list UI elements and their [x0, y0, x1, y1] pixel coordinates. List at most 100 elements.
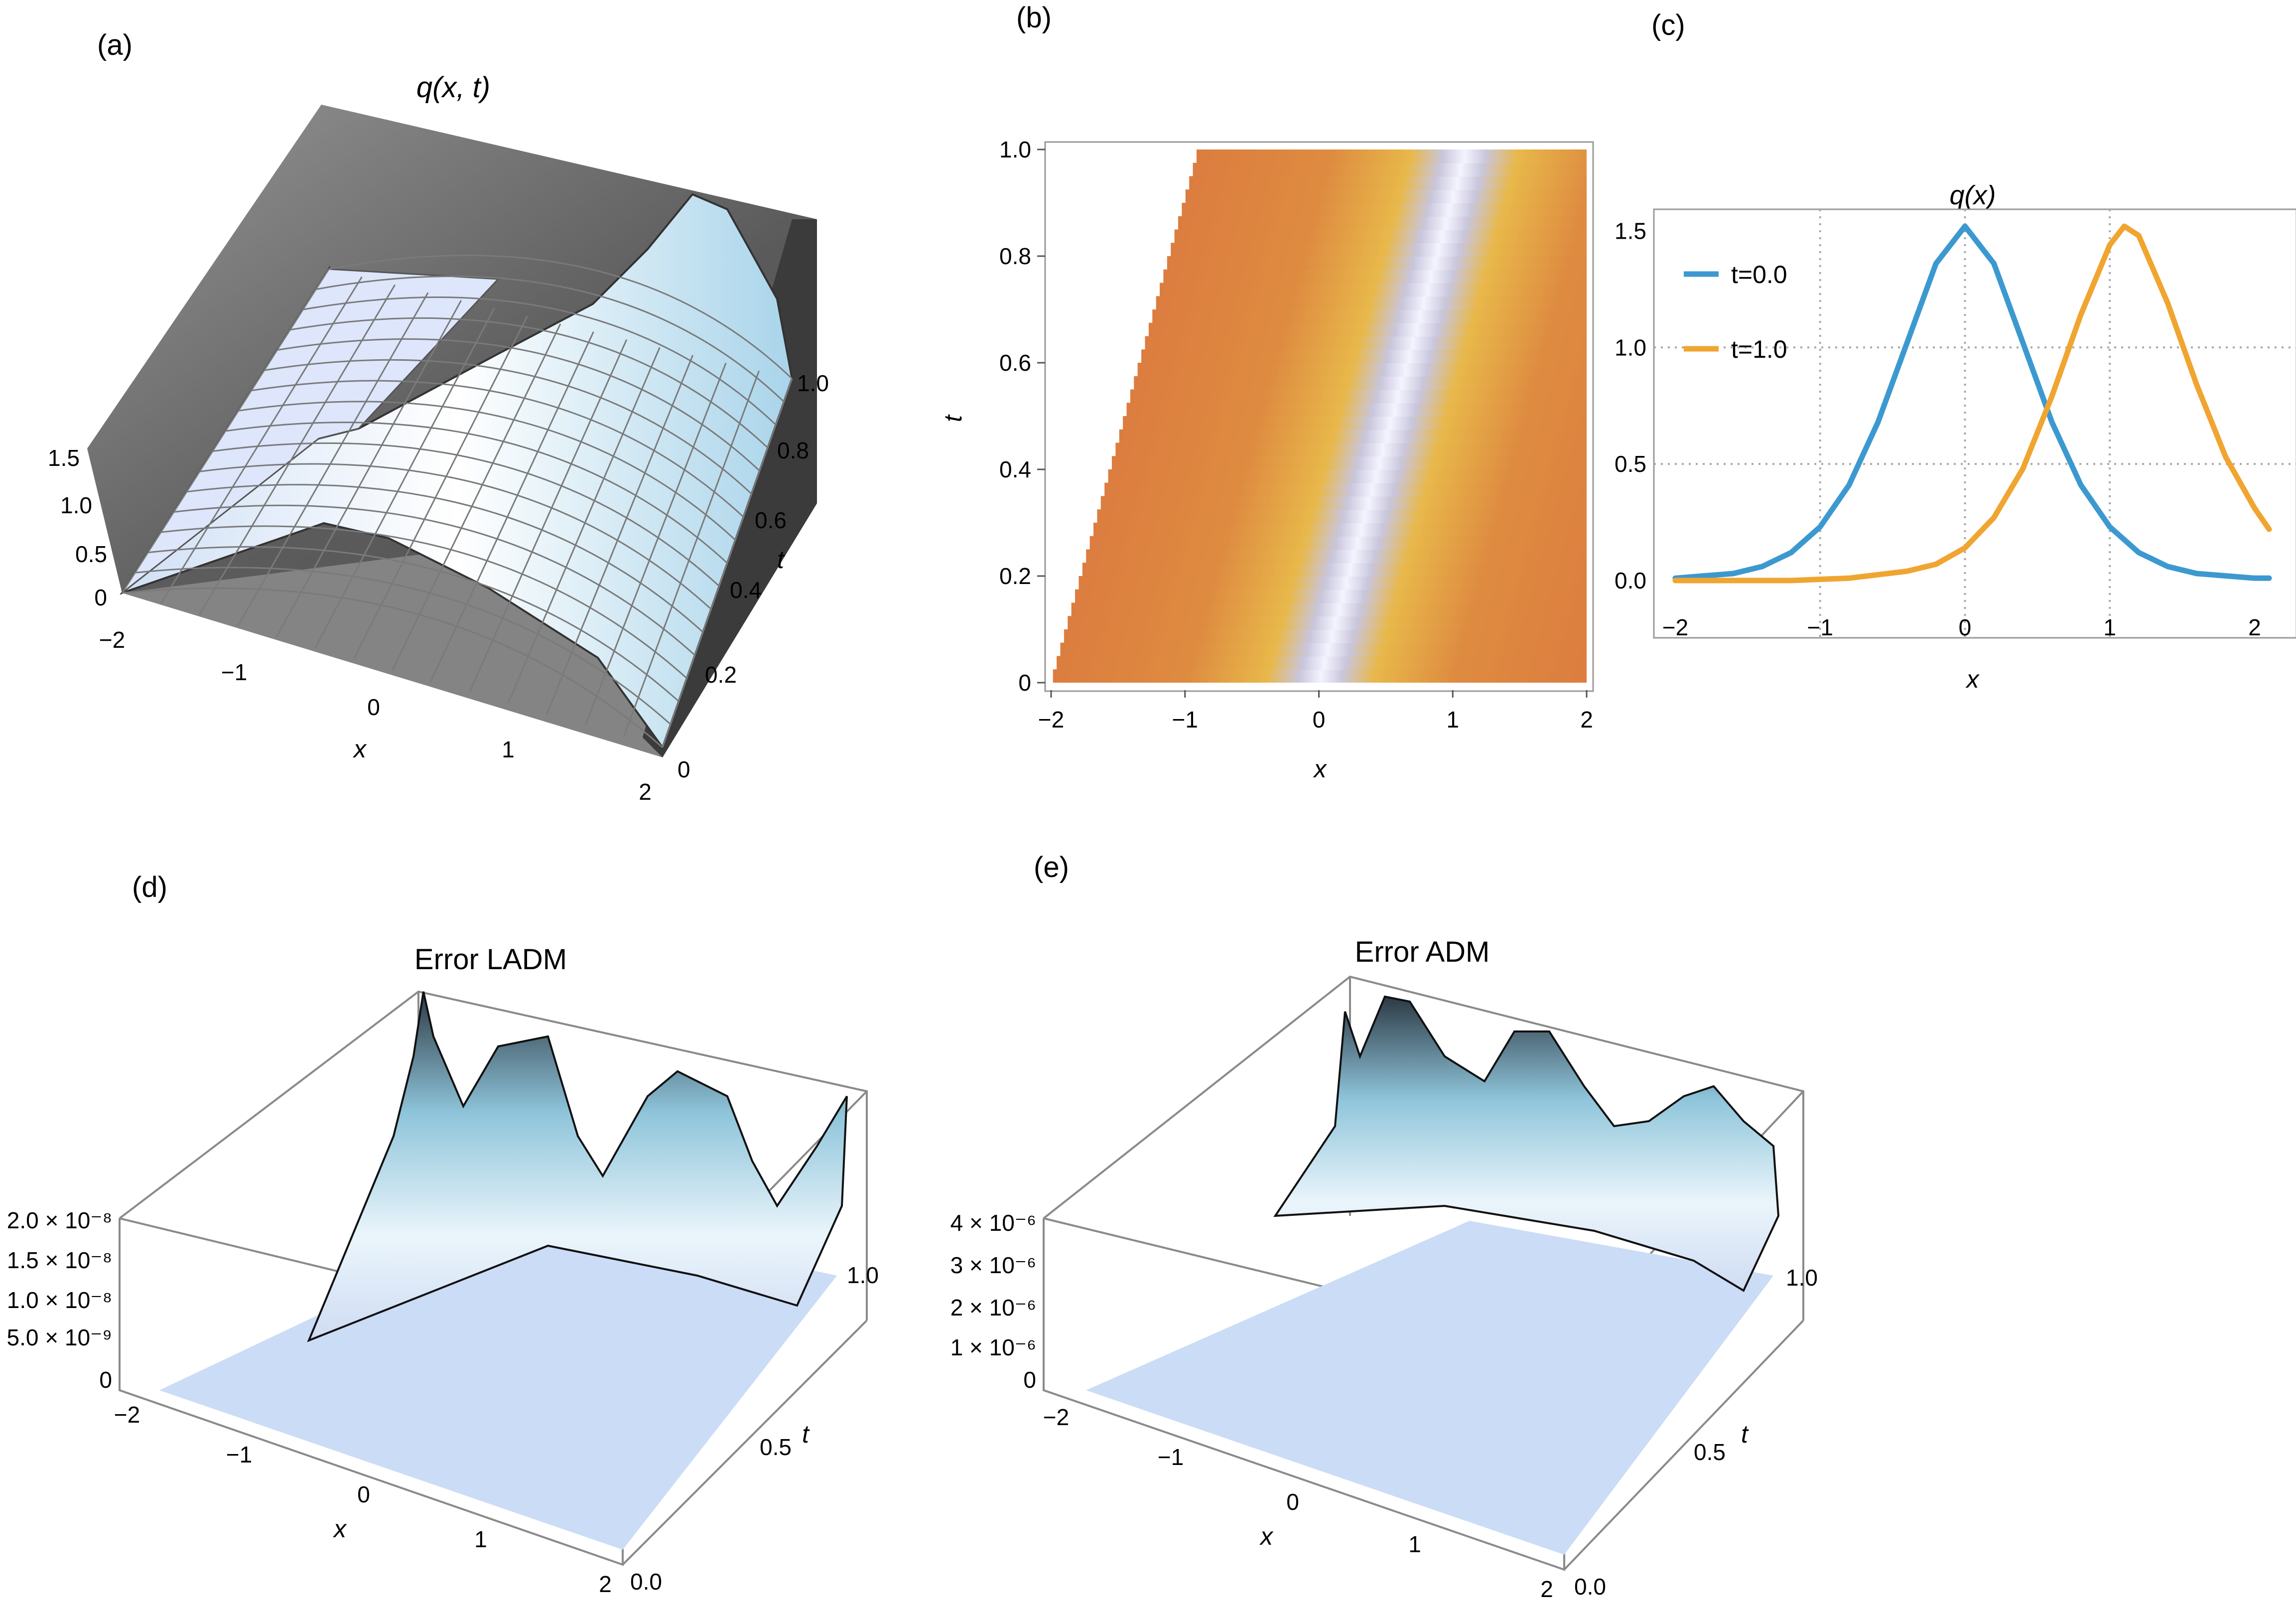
panel-c-legend: t=0.0 t=1.0	[1684, 261, 1787, 363]
panel-b-heat-band	[1137, 363, 1587, 377]
panel-a-mesh-line	[251, 380, 744, 518]
panel-e: (e) Error ADM 0 1 × 10⁻⁶ 2 × 10⁻⁶ 3 × 10…	[950, 851, 1818, 1602]
panel-a-mesh-line	[121, 269, 330, 593]
panel-b-heat-band	[1171, 243, 1587, 257]
panel-b-x-tick: 1	[1446, 707, 1459, 732]
panel-a-mesh-line	[173, 504, 696, 656]
panel-c-series-line-1	[1672, 223, 2272, 584]
panel-a-x-tick: 1	[502, 736, 515, 762]
panel-b-y-tick: 1.0	[999, 137, 1031, 162]
panel-a-mesh-line	[275, 300, 462, 638]
panel-a-x-label: x	[353, 735, 367, 763]
panel-b-heat-band	[1193, 162, 1587, 177]
panel-e-title: Error ADM	[1355, 936, 1490, 968]
panel-b-x-tick: −1	[1172, 707, 1198, 732]
panel-a-mesh-line	[315, 276, 785, 403]
panel-b-x-tick: 0	[1313, 707, 1326, 732]
panel-a-z-tick: 0	[94, 584, 107, 610]
panel-b-label: (b)	[1016, 1, 1052, 34]
panel-d-z-tick: 1.0 × 10⁻⁸	[7, 1287, 112, 1313]
panel-d-t-tick: 0.0	[630, 1569, 662, 1595]
panel-b-y-tick: 0.6	[999, 350, 1031, 376]
panel-c-y-tick: 1.5	[1615, 218, 1646, 244]
panel-e-z-tick: 3 × 10⁻⁶	[950, 1252, 1036, 1278]
panel-c-x-tick: −1	[1807, 614, 1833, 640]
panel-b-heat-band	[1068, 616, 1587, 630]
panel-b-heat-band	[1156, 296, 1587, 310]
panel-d-t-label: t	[802, 1420, 810, 1448]
panel-b-heat-band	[1130, 389, 1587, 404]
panel-e-x-tick: 0	[1286, 1489, 1299, 1515]
panel-d-z-tick: 1.5 × 10⁻⁸	[7, 1247, 112, 1273]
panel-b-axes: −2 −1 0 1 2 0 0.2 0.4 0.6 0.8 1.0	[999, 137, 1593, 732]
panel-b-x-tick: −2	[1038, 707, 1064, 732]
panel-b-heat-band	[1141, 349, 1587, 363]
panel-a-t-tick: 0.8	[777, 438, 809, 463]
panel-a-x-tick: −1	[221, 659, 247, 685]
panel-e-x-tick: −1	[1158, 1444, 1184, 1470]
panel-d-x-tick: 2	[599, 1571, 612, 1597]
panel-d-z-tick: 5.0 × 10⁻⁹	[6, 1324, 112, 1350]
legend-label-t1: t=1.0	[1731, 335, 1787, 363]
panel-b-heat-band	[1111, 456, 1587, 470]
panel-c-frame	[1653, 208, 2296, 639]
panel-e-label: (e)	[1034, 851, 1069, 883]
panel-b-y-tick: 0.2	[999, 563, 1031, 589]
panel-a-mesh-line	[392, 323, 561, 671]
panel-b-heat-band	[1160, 283, 1587, 297]
panel-a-z-tick: 1.5	[48, 445, 80, 471]
panel-a-z-tick: 1.0	[60, 492, 92, 518]
panel-a-x-tick: 2	[639, 779, 652, 805]
panel-d-title: Error LADM	[414, 943, 567, 976]
panel-a-mesh-line	[328, 255, 793, 380]
panel-a-mesh-line	[135, 567, 672, 725]
panel-a-mesh-line	[469, 339, 628, 693]
panel-a-mesh-line	[584, 363, 727, 726]
panel-a-label: (a)	[97, 29, 133, 61]
legend-label-t0: t=0.0	[1731, 261, 1787, 289]
panel-c: (c) q(x) −2 −1 0 1 2 0.0 0.5 1.0 1.5 x t=0.0 t=1…	[1615, 9, 2296, 693]
panel-d-x-tick: 0	[357, 1481, 370, 1507]
panel-c-x-tick: −2	[1662, 614, 1688, 640]
panel-a-mesh-line	[225, 422, 728, 564]
panel-b-heat-band	[1148, 322, 1587, 337]
panel-d-t-tick: 1.0	[847, 1262, 879, 1288]
panel-b-heat-band	[1060, 642, 1587, 657]
panel-b-heat-band	[1079, 576, 1587, 590]
panel-b-heat-band	[1178, 216, 1587, 230]
panel-b-y-label: t	[939, 414, 967, 422]
panel-b-heat-band	[1071, 602, 1587, 617]
panel-a-mesh-line	[546, 355, 694, 715]
panel-d-t-tick: 0.5	[760, 1434, 792, 1460]
panel-b-heat-band	[1086, 549, 1587, 564]
panel-c-plot: −2 −1 0 1 2 0.0 0.5 1.0 1.5	[1615, 209, 2296, 640]
panel-a-mesh-line	[160, 276, 363, 604]
panel-a-mesh-line	[237, 292, 429, 627]
panel-a: (a) q(x, t) 0 0.5 1.0 1.5 −2 −1 0 1 2 x …	[48, 29, 829, 805]
panel-b-x-label: x	[1313, 755, 1328, 783]
panel-b-heat-band	[1163, 269, 1587, 284]
panel-a-mesh-line	[353, 315, 528, 660]
panel-e-x-tick: 2	[1540, 1576, 1553, 1602]
panel-b-heat-band	[1082, 563, 1587, 577]
panel-a-t-tick: 0.4	[730, 577, 762, 603]
panel-b-heat-band	[1123, 416, 1587, 430]
panel-b-y-tick: 0.4	[999, 456, 1031, 482]
panel-b-y-tick: 0.8	[999, 243, 1031, 269]
panel-a-mesh-line	[122, 587, 663, 748]
panel-c-x-tick: 2	[2248, 614, 2261, 640]
panel-e-t-tick: 0.5	[1694, 1439, 1726, 1465]
panel-b-heat-band	[1064, 629, 1587, 643]
panel-a-mesh-line	[147, 546, 679, 702]
panel-d-x-tick: −1	[226, 1442, 252, 1467]
panel-a-mesh	[121, 255, 793, 748]
panel-b-heatmap	[1053, 149, 1587, 683]
panel-b-heat-band	[1167, 256, 1587, 270]
panel-a-t-tick: 0.6	[755, 507, 787, 533]
panel-b-heat-band	[1097, 509, 1587, 523]
panel-d-floor	[159, 1211, 837, 1550]
panel-c-y-tick: 0.0	[1615, 568, 1646, 593]
panel-c-y-tick: 1.0	[1615, 334, 1646, 360]
panel-e-z-tick: 0	[1023, 1367, 1036, 1393]
panel-b-heat-band	[1145, 336, 1587, 350]
